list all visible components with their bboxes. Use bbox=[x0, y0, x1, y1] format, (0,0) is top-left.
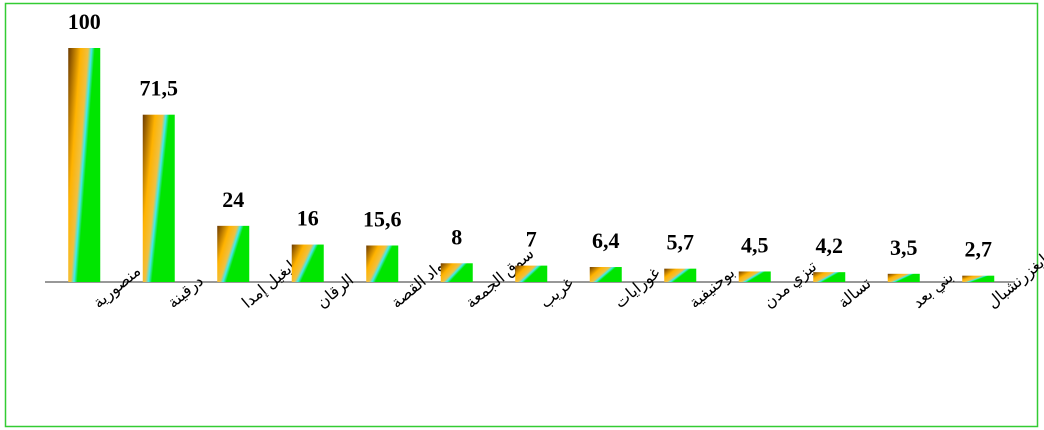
bar bbox=[366, 245, 399, 282]
bar bbox=[440, 263, 473, 282]
value-label: 4,5 bbox=[741, 233, 769, 258]
bar bbox=[291, 244, 324, 282]
value-label: 100 bbox=[68, 9, 101, 34]
bar bbox=[738, 271, 771, 282]
bar bbox=[962, 275, 995, 282]
value-label: 8 bbox=[451, 224, 462, 249]
value-label: 24 bbox=[222, 187, 244, 212]
bar bbox=[589, 267, 622, 282]
value-label: 2,7 bbox=[965, 237, 993, 262]
bar bbox=[142, 114, 175, 282]
value-label: 15,6 bbox=[363, 207, 402, 232]
frame bbox=[4, 2, 1039, 428]
value-label: 71,5 bbox=[140, 76, 179, 101]
bar bbox=[68, 48, 101, 282]
bar bbox=[887, 273, 920, 282]
x-tick-label: تيزي مدن bbox=[761, 258, 820, 312]
value-label: 7 bbox=[526, 227, 537, 252]
bar bbox=[217, 225, 250, 282]
value-label: 4,2 bbox=[816, 233, 844, 258]
bar bbox=[813, 272, 846, 282]
value-label: 3,5 bbox=[890, 235, 918, 260]
value-label: 16 bbox=[297, 206, 319, 231]
bar bbox=[664, 268, 697, 282]
bar bbox=[515, 265, 548, 282]
value-label: 6,4 bbox=[592, 228, 620, 253]
value-label: 5,7 bbox=[667, 230, 695, 255]
